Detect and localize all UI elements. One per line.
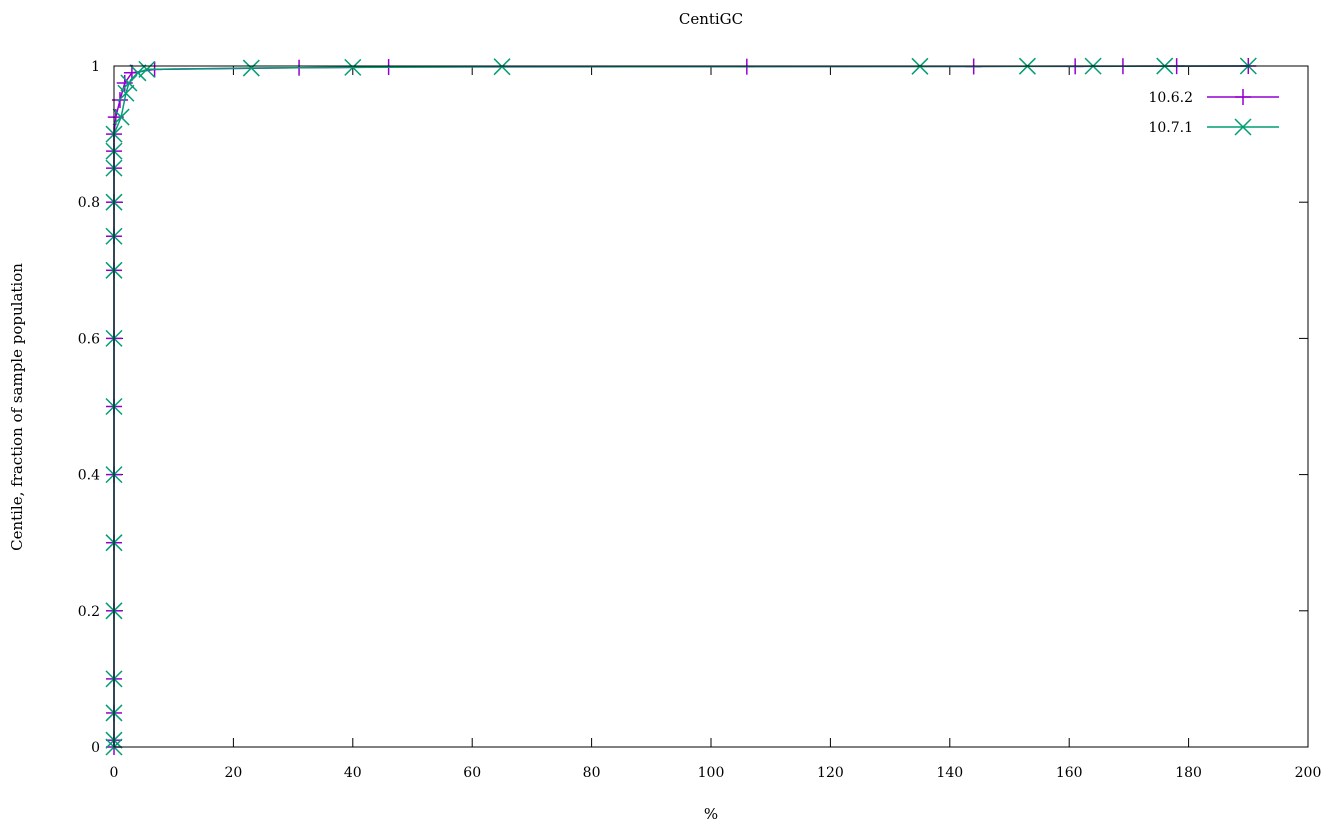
y-tick-label: 0.4: [78, 468, 100, 484]
data-point-10-7-1: [117, 84, 135, 102]
x-tick-label: 180: [1175, 765, 1202, 781]
cross-marker-b: [344, 58, 362, 76]
cross-marker-b: [120, 74, 138, 92]
x-tick-label: 20: [224, 765, 242, 781]
series-line-10-6-2: [113, 65, 1249, 747]
cross-marker-b: [1234, 118, 1252, 136]
legend-label-10-6-2: 10.6.2: [1148, 90, 1193, 106]
x-tick-label: 160: [1056, 765, 1083, 781]
series-line-10-7-1: [113, 65, 1249, 747]
cross-marker-b: [129, 64, 147, 82]
chart-title: CentiGC: [679, 10, 743, 28]
x-tick-label: 120: [817, 765, 844, 781]
cross-marker-b: [242, 59, 260, 77]
series-10-6-2: [106, 58, 1257, 755]
legend: 10.6.2 10.7.1: [1148, 89, 1279, 136]
cross-marker-b: [112, 108, 130, 126]
legend-entry-10-6-2: 10.6.2: [1148, 89, 1279, 106]
x-axis-label: %: [704, 805, 718, 823]
legend-label-10-7-1: 10.7.1: [1148, 120, 1193, 136]
data-point-10-7-1: [344, 58, 362, 76]
axes: 0 20 40 60 80 100 120 140 160 180 200 0 0.2 0.4 0.6 0.8…: [78, 59, 1322, 781]
legend-marker-glyph: [1235, 89, 1251, 105]
x-tick-label: 100: [698, 765, 725, 781]
series-10-7-1: [105, 57, 1257, 756]
data-point-10-7-1: [129, 64, 147, 82]
cross-marker-b: [117, 84, 135, 102]
y-tick-label: 0: [91, 740, 100, 756]
y-tick-label: 0.8: [78, 195, 100, 211]
cross-marker-b: [493, 58, 511, 76]
x-tick-label: 40: [344, 765, 362, 781]
data-point-10-7-1: [112, 108, 130, 126]
y-axis-label: Centile, fraction of sample population: [8, 263, 26, 551]
x-tick-label: 200: [1295, 765, 1322, 781]
legend-marker-glyph: [1234, 118, 1252, 136]
x-tick-label: 0: [110, 765, 119, 781]
data-point-10-7-1: [493, 58, 511, 76]
data-point-10-7-1: [138, 60, 156, 78]
x-tick-label: 60: [463, 765, 481, 781]
legend-marker-10-7-1: [1234, 118, 1252, 136]
plot-frame: [113, 65, 1309, 748]
cross-marker-b: [138, 60, 156, 78]
legend-entry-10-7-1: 10.7.1: [1148, 118, 1279, 136]
data-point-10-7-1: [120, 74, 138, 92]
y-tick-label: 1: [91, 59, 100, 75]
data-point-10-6-2: [116, 75, 133, 92]
series-layer: [105, 57, 1257, 756]
legend-marker-10-6-2: [1235, 89, 1251, 105]
y-tick-label: 0.2: [78, 604, 100, 620]
data-point-10-7-1: [242, 59, 260, 77]
y-tick-label: 0.6: [78, 331, 100, 347]
x-tick-label: 140: [936, 765, 963, 781]
x-tick-label: 80: [583, 765, 601, 781]
